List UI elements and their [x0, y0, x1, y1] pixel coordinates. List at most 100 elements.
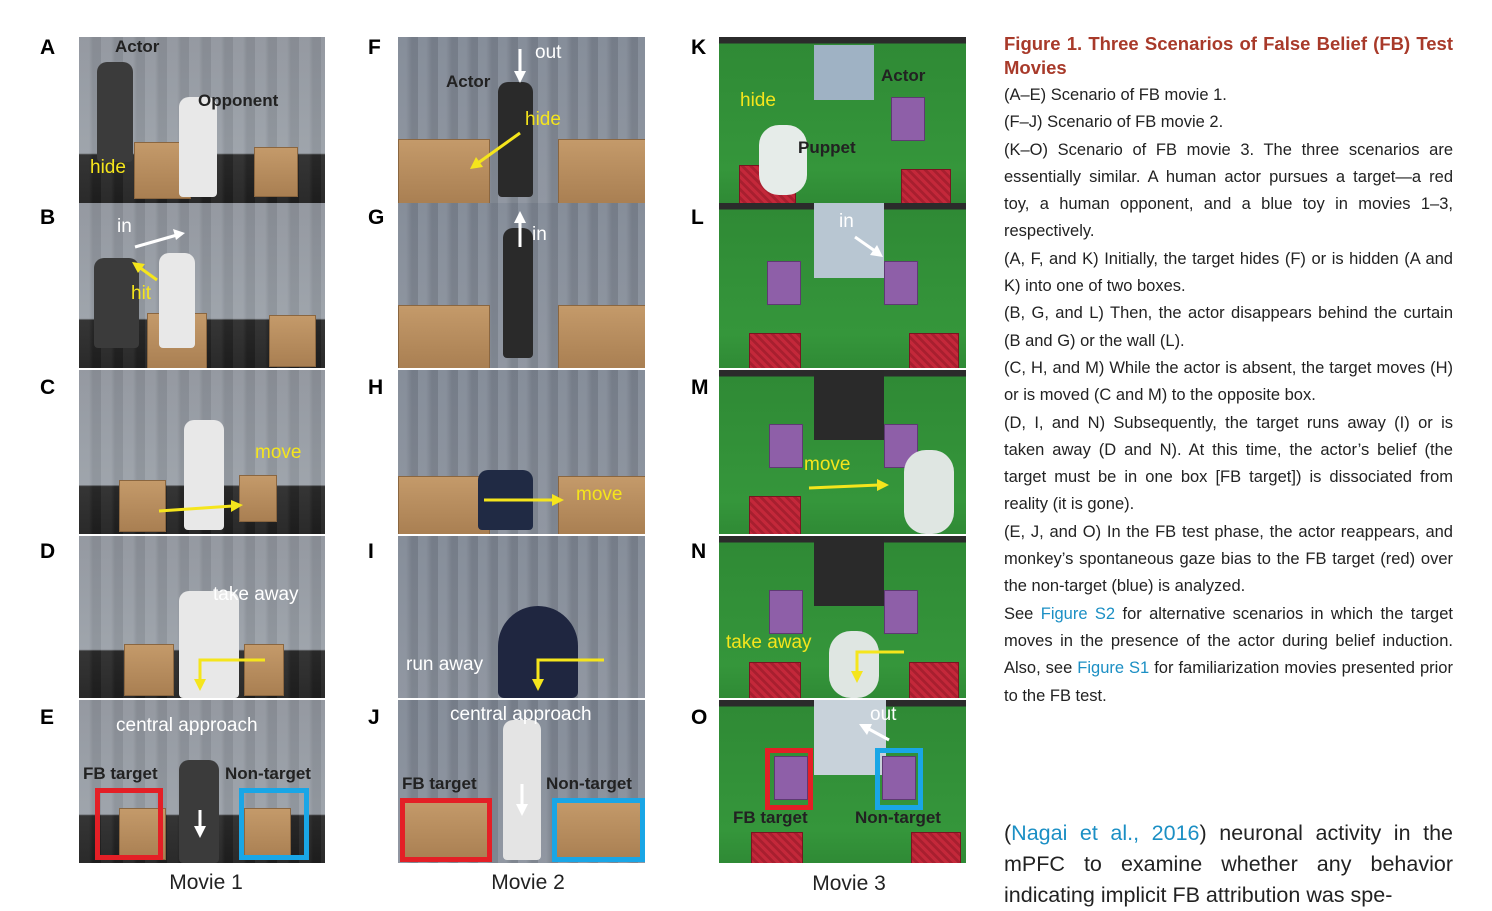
figure-s2-link[interactable]: Figure S2 [1040, 604, 1116, 623]
panel-letter-l: L [691, 206, 704, 229]
panel-h-photo: move [398, 370, 645, 534]
label-fb-target: FB target [83, 764, 158, 783]
movie-label-3: Movie 3 [812, 872, 886, 895]
label-out: out [535, 42, 562, 63]
arrow-in [514, 211, 526, 247]
panel-b-photo: in hit [79, 203, 325, 368]
red-box [911, 832, 961, 863]
arrow-in [134, 229, 185, 249]
caption-paragraph: (E, J, and O) In the FB test phase, the … [1004, 522, 1453, 596]
body-text: ) neuronal activity in the mPFC to exami… [1004, 821, 1453, 907]
non-target-highlight [875, 748, 923, 810]
label-non-target: Non-target [225, 764, 311, 783]
label-in: in [117, 216, 132, 237]
fb-target-highlight [765, 748, 813, 810]
panel-letter-d: D [40, 540, 56, 563]
purple-door [769, 590, 803, 634]
label-actor: Actor [446, 72, 491, 91]
panel-letter-e: E [40, 706, 55, 729]
cardboard-box [269, 315, 316, 367]
cardboard-box [239, 475, 277, 522]
panel-letter-h: H [368, 376, 384, 399]
panel-e-photo: central approach FB target Non-target [79, 700, 325, 863]
cardboard-box [398, 139, 490, 203]
label-opponent: Opponent [198, 91, 279, 110]
red-box [909, 333, 959, 368]
panel-o-photo: out FB target Non-target [719, 700, 966, 863]
arrow-out [514, 49, 526, 83]
label-hide: hide [525, 109, 561, 130]
cardboard-box [254, 147, 298, 197]
label-hide: hide [740, 90, 776, 111]
puppet-figure [759, 125, 807, 195]
see-middle: for alternative scenarios in which the t… [1004, 604, 1453, 678]
body-paragraph: (Nagai et al., 2016) neuronal activity i… [1004, 818, 1453, 911]
label-non-target: Non-target [855, 808, 941, 827]
wall-window [814, 203, 884, 278]
label-actor: Actor [881, 66, 926, 85]
cardboard-box [124, 644, 174, 696]
caption-see-also: See Figure S2 for alternative scenarios … [1004, 601, 1453, 710]
non-target-highlight [552, 798, 645, 862]
caption-paragraph: (C, H, and M) While the actor is absent,… [1004, 358, 1453, 405]
label-actor: Actor [115, 37, 160, 56]
arrow-run-away [532, 658, 604, 691]
arrow-move [484, 494, 564, 506]
purple-door [767, 261, 801, 305]
arrow-out [859, 724, 890, 742]
label-move: move [804, 454, 851, 475]
arrow-hit [132, 262, 158, 282]
opponent-figure [184, 420, 224, 530]
label-run-away: run away [406, 654, 484, 675]
actor-figure [97, 62, 133, 162]
red-box [901, 169, 951, 203]
wall-window [814, 45, 874, 100]
panel-m-photo: move [719, 370, 966, 534]
panel-i-photo: run away [398, 536, 645, 698]
panel-letter-i: I [368, 540, 374, 563]
label-fb-target: FB target [402, 774, 477, 793]
panel-letter-g: G [368, 206, 385, 229]
wall-window [814, 700, 886, 775]
fb-target-highlight [400, 798, 492, 862]
cardboard-box [244, 808, 291, 860]
panel-letter-a: A [40, 36, 56, 59]
panel-letter-b: B [40, 206, 56, 229]
label-central-approach: central approach [116, 715, 258, 736]
citation-link[interactable]: Nagai et al., 2016 [1011, 821, 1200, 845]
open-paren: ( [1004, 821, 1012, 845]
panel-f-photo: out Actor hide [398, 37, 645, 203]
panel-l-photo: in [719, 203, 966, 368]
panel-letter-f: F [368, 36, 381, 59]
cardboard-box [244, 644, 284, 696]
label-move: move [255, 442, 302, 463]
panel-g-photo: in [398, 203, 645, 368]
caption-title: Figure 1. Three Scenarios of False Belie… [1004, 33, 1453, 78]
purple-door [882, 756, 916, 800]
puppet-figure [829, 631, 879, 698]
panel-k-photo: Actor hide Puppet [719, 37, 966, 203]
opponent-figure [179, 97, 217, 197]
panel-j-photo: central approach FB target Non-target [398, 700, 645, 863]
purple-door [884, 590, 918, 634]
purple-door [891, 97, 925, 141]
actor-figure [498, 82, 533, 197]
purple-door [769, 424, 803, 468]
opponent-figure [159, 253, 195, 348]
movie-label-1: Movie 1 [169, 871, 243, 894]
panel-letter-j: J [368, 706, 380, 729]
panel-letter-m: M [691, 376, 709, 399]
cardboard-box [398, 476, 490, 534]
wall-window [814, 370, 884, 440]
wall-window [814, 536, 884, 606]
figure-s1-link[interactable]: Figure S1 [1077, 659, 1150, 678]
panel-letter-k: K [691, 36, 707, 59]
caption-paragraph: (D, I, and N) Subsequently, the target r… [1004, 413, 1453, 514]
label-central-approach: central approach [450, 704, 592, 725]
panel-letter-o: O [691, 706, 708, 729]
red-box [751, 832, 803, 863]
arrow-take-away [851, 650, 904, 683]
see-suffix: for familiarization movies presented pri… [1004, 659, 1453, 705]
purple-door [884, 424, 918, 468]
actor-figure [94, 258, 139, 348]
